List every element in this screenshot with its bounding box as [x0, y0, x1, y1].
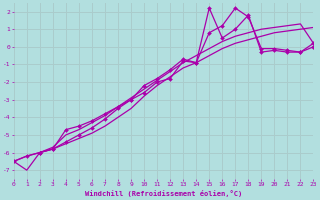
X-axis label: Windchill (Refroidissement éolien,°C): Windchill (Refroidissement éolien,°C): [85, 190, 242, 197]
